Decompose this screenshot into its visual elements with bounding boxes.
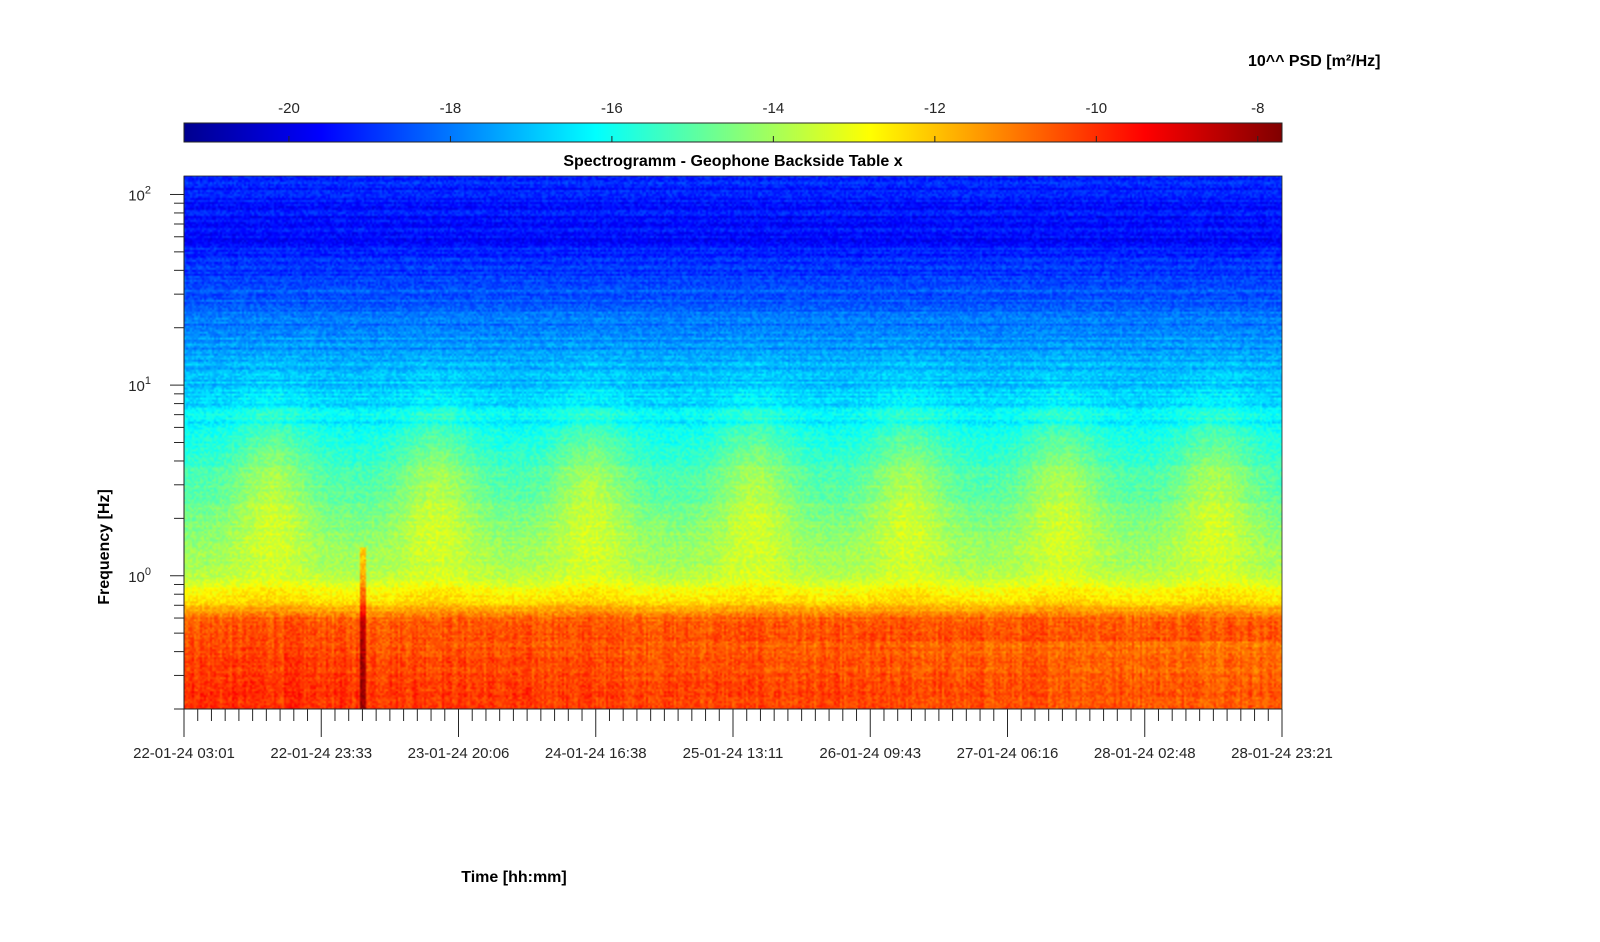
y-tick-label: 102 [128, 184, 151, 204]
x-tick-label: 23-01-24 20:06 [408, 745, 510, 762]
x-axis: 22-01-24 03:01 22-01-24 23:33 23-01-24 20:… [133, 708, 1333, 762]
y-axis: 100 101 102 [128, 176, 185, 710]
colorbar-bar [183, 122, 1283, 143]
colorbar-tick-label: -10 [1085, 100, 1107, 117]
y-tick-label: 100 [128, 566, 151, 586]
spectrogram-heatmap [184, 176, 1282, 709]
colorbar: -20 -18 -16 -14 -12 -10 -8 [183, 100, 1283, 143]
x-tick-label: 26-01-24 09:43 [819, 745, 921, 762]
x-tick-label: 22-01-24 23:33 [270, 745, 372, 762]
y-tick-label: 101 [128, 375, 151, 395]
colorbar-ticks: -20 -18 -16 -14 -12 -10 -8 [278, 100, 1264, 142]
x-tick-label: 24-01-24 16:38 [545, 745, 647, 762]
colorbar-tick-label: -12 [924, 100, 946, 117]
x-tick-label: 28-01-24 02:48 [1094, 745, 1196, 762]
colorbar-tick-label: -8 [1251, 100, 1264, 117]
x-tick-label: 25-01-24 13:11 [683, 745, 784, 762]
colorbar-tick-label: -18 [440, 100, 462, 117]
colorbar-tick-label: -20 [278, 100, 300, 117]
plot-area [183, 175, 1283, 710]
x-tick-label: 28-01-24 23:21 [1231, 745, 1333, 762]
colorbar-tick-label: -14 [763, 100, 785, 117]
x-tick-label: 22-01-24 03:01 [133, 745, 235, 762]
x-axis-label: Time [hh:mm] [461, 869, 566, 886]
colorbar-label: 10^^ PSD [m²/Hz] [1248, 53, 1380, 70]
colorbar-tick-label: -16 [601, 100, 623, 117]
x-tick-label: 27-01-24 06:16 [957, 745, 1059, 762]
chart-title: Spectrogramm - Geophone Backside Table x [563, 153, 902, 170]
y-axis-label: Frequency [Hz] [96, 489, 113, 605]
